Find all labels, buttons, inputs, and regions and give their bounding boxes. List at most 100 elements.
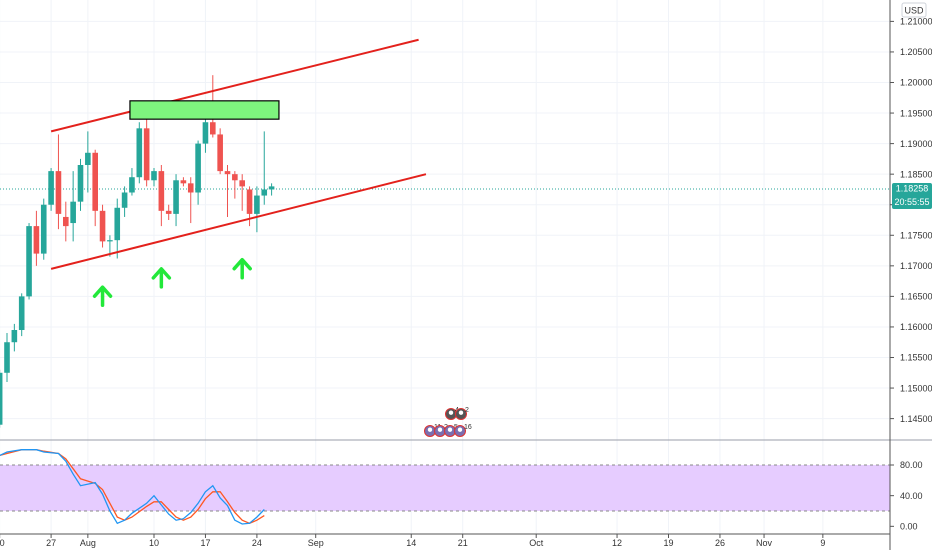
candle — [239, 174, 245, 211]
oscillator — [0, 449, 265, 525]
resistance-zone[interactable] — [129, 100, 280, 120]
candle-body — [99, 210, 106, 242]
event-badge[interactable]: 2 — [455, 407, 470, 420]
candle-body — [11, 330, 18, 343]
candle — [99, 204, 106, 248]
bar-countdown: 20:55:55 — [894, 197, 929, 207]
time-axis[interactable]: 20 27 Aug 10 17 24 Sep 14 21 Oct 12 19 26 Nov 9 — [0, 534, 825, 548]
candle-body — [77, 165, 84, 202]
candle — [33, 210, 40, 266]
candle-body — [232, 174, 238, 181]
price-axis[interactable]: 1.21000 1.20500 1.20000 1.19500 1.19000 1.185… — [890, 17, 932, 532]
candle — [26, 223, 32, 300]
candle-body — [143, 128, 150, 181]
stoch-k-line — [0, 449, 265, 525]
price-tick-label: 1.15000 — [900, 383, 932, 393]
up-arrow[interactable] — [151, 267, 172, 289]
time-tick-label: Oct — [529, 538, 544, 548]
candle-body — [121, 192, 128, 208]
time-tick-label: Nov — [756, 538, 773, 548]
event-badge-icon — [437, 427, 443, 432]
upper-channel-line[interactable] — [50, 38, 419, 133]
candle — [121, 186, 128, 217]
price-tick-label: 1.16500 — [900, 292, 932, 302]
candle — [136, 122, 143, 184]
candle — [151, 168, 157, 187]
price-tick-label: 1.17500 — [900, 230, 932, 240]
time-tick-label: 17 — [200, 538, 210, 548]
event-badge-icon — [447, 427, 453, 432]
event-badge-count: 16 — [464, 424, 472, 431]
candle-body — [136, 128, 143, 178]
candle-body — [224, 171, 231, 175]
candle-body — [246, 189, 253, 214]
candle — [77, 158, 84, 211]
event-badge-icon — [457, 427, 463, 432]
last-price-value: 1.18258 — [896, 183, 929, 193]
time-tick-label: 26 — [715, 538, 725, 548]
time-tick-label: 19 — [663, 538, 673, 548]
up-arrow[interactable] — [232, 257, 252, 280]
candle — [187, 177, 194, 224]
price-tick-label: 1.15500 — [900, 353, 932, 363]
candle — [0, 369, 3, 428]
candle-body — [202, 122, 209, 144]
event-badges[interactable]: 42112516 — [424, 407, 472, 437]
candle — [129, 168, 135, 196]
candle — [92, 149, 98, 227]
event-badge[interactable]: 16 — [454, 424, 472, 437]
candle-body — [70, 201, 76, 224]
drawings[interactable] — [50, 38, 427, 307]
price-tick-label: 1.20000 — [900, 78, 932, 88]
candle-body — [40, 204, 47, 254]
candle-body — [26, 226, 32, 297]
candle — [143, 106, 150, 187]
lower-channel-line[interactable] — [50, 173, 427, 270]
candle — [114, 198, 121, 259]
event-badge-icon — [458, 410, 464, 415]
time-tick-label: 14 — [406, 538, 416, 548]
candle-body — [239, 180, 245, 187]
candle-body — [217, 134, 223, 172]
currency-badge[interactable] — [901, 2, 927, 18]
candle-body — [151, 171, 157, 181]
currency-label: USD — [904, 6, 924, 16]
candle — [232, 171, 238, 199]
osc-tick-label: 80.00 — [900, 460, 923, 470]
candle-body — [195, 143, 201, 193]
candle — [254, 186, 260, 233]
candle-body — [261, 189, 268, 196]
time-tick-label: Sep — [308, 538, 324, 548]
candle — [195, 140, 201, 205]
grid — [0, 0, 890, 534]
candle-body — [187, 183, 194, 193]
candle-body — [48, 171, 54, 205]
time-tick-label: 24 — [252, 538, 262, 548]
osc-tick-label: 0.00 — [900, 522, 918, 532]
time-tick-label: 27 — [46, 538, 56, 548]
up-arrow[interactable] — [92, 285, 113, 307]
candle — [217, 128, 223, 175]
time-tick-label: 20 — [0, 538, 5, 548]
osc-tick-label: 40.00 — [900, 491, 923, 501]
candle-body — [85, 152, 91, 165]
candle-body — [33, 226, 40, 254]
time-tick-label: 21 — [458, 538, 468, 548]
candles — [0, 75, 275, 428]
candle-body — [158, 171, 165, 211]
candle-body — [180, 180, 187, 184]
candle — [4, 333, 10, 382]
candle — [63, 201, 69, 242]
candle-body — [92, 152, 98, 211]
candle-body — [4, 342, 10, 373]
price-tick-label: 1.18500 — [900, 169, 932, 179]
price-tick-label: 1.20500 — [900, 47, 932, 57]
candle-body — [63, 216, 69, 227]
candle-body — [18, 296, 25, 330]
price-tick-label: 1.21000 — [900, 17, 932, 27]
candle — [268, 183, 275, 196]
candle-body — [210, 122, 216, 135]
event-badge-icon — [427, 427, 433, 432]
candle — [55, 134, 62, 230]
